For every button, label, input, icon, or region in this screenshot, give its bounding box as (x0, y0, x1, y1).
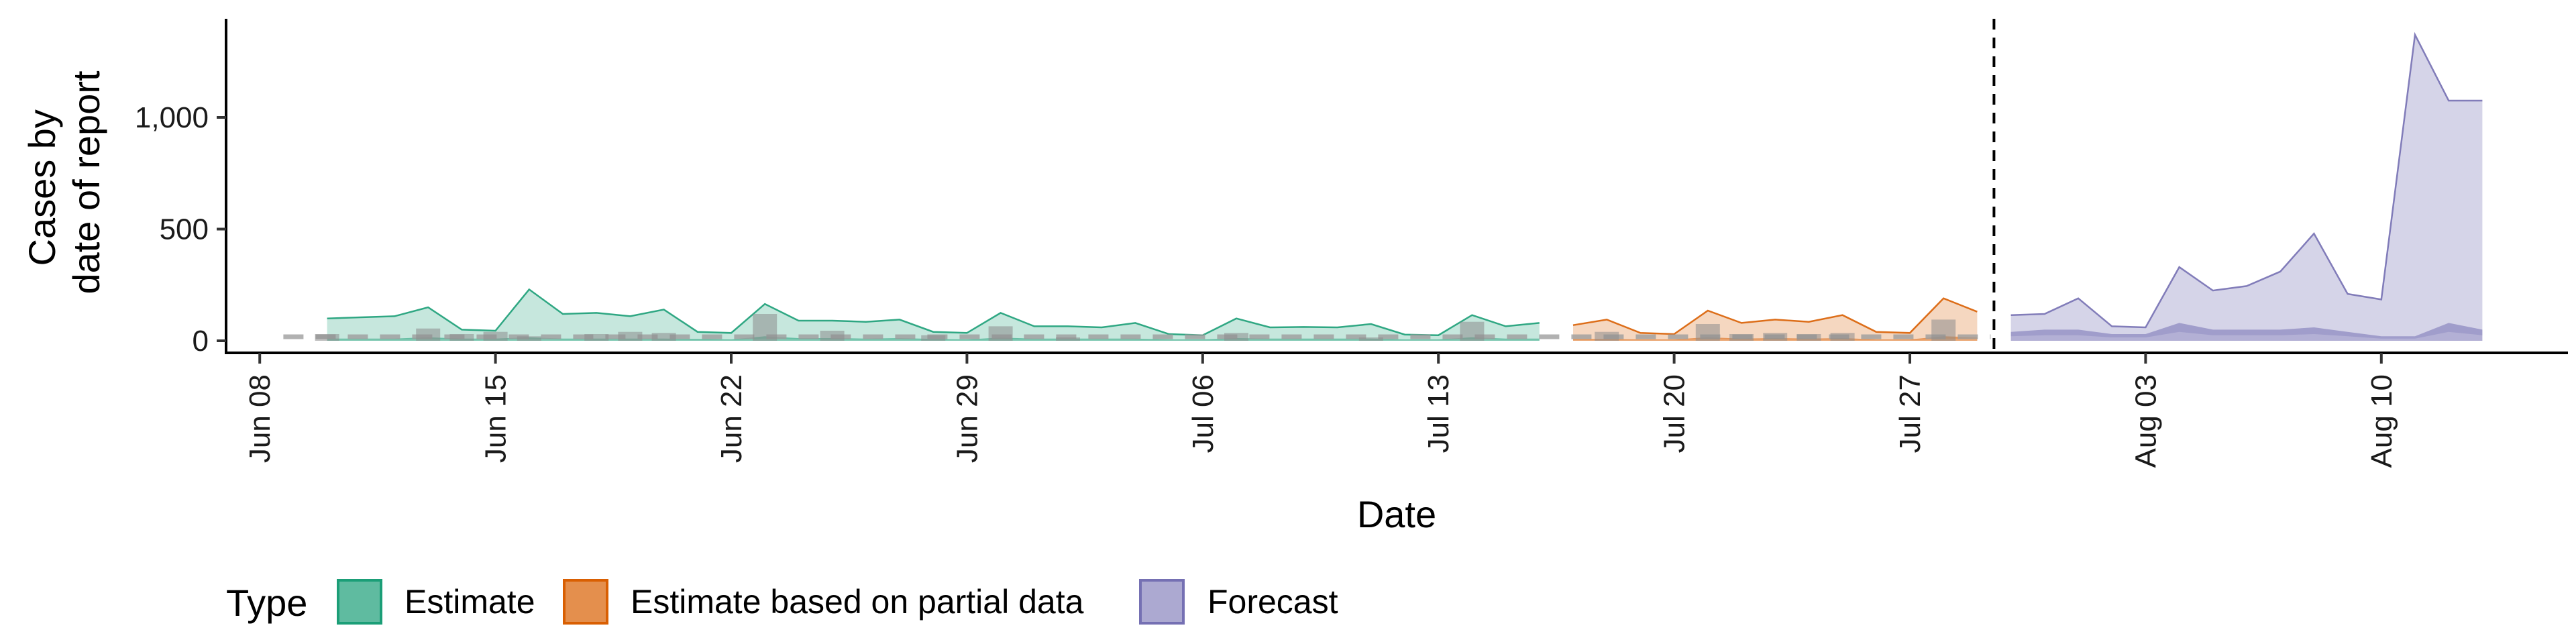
legend-title: Type (226, 582, 307, 624)
y-tick-label: 1,000 (135, 101, 209, 134)
legend-label-partial: Estimate based on partial data (631, 583, 1084, 621)
x-tick-label: Jun 15 (480, 374, 513, 463)
reported-bar (1931, 319, 1956, 341)
reported-bar (584, 334, 609, 341)
y-tick-label: 500 (160, 213, 209, 246)
reported-bar (1695, 324, 1720, 341)
legend: Type Estimate Estimate based on partial … (226, 579, 1338, 625)
reported-bar (1595, 331, 1619, 341)
series-areas (327, 32, 2483, 341)
x-ticks: Jun 08 Jun 15 Jun 22 Jun 29 Jul 06 Jul 13 Jul … (244, 353, 2398, 468)
x-tick-label: Jul 20 (1658, 374, 1691, 453)
x-tick-label: Jul 13 (1422, 374, 1455, 453)
reported-bar (1830, 333, 1855, 341)
reported-bar (753, 314, 777, 341)
y-axis-title-line-2: date of report (65, 70, 107, 294)
reported-case-bars (283, 314, 1991, 341)
legend-swatch-partial (563, 579, 608, 625)
x-tick-label: Jul 27 (1894, 374, 1927, 453)
legend-label-forecast: Forecast (1208, 583, 1338, 621)
reported-bar (1763, 333, 1788, 341)
reported-bar (315, 334, 339, 341)
area-2-upper-line (2010, 32, 2483, 329)
y-ticks: 0 500 1,000 (135, 101, 226, 358)
reported-bar (1358, 337, 1383, 341)
y-tick-label: 0 (193, 325, 209, 358)
reported-bar (517, 336, 541, 341)
x-axis-title: Date (1357, 493, 1436, 535)
x-tick-label: Aug 10 (2365, 374, 2398, 468)
area-0-upper-line (327, 288, 1540, 336)
reported-bar (921, 335, 946, 341)
reported-bar (1796, 334, 1821, 341)
y-axis-title-line-1: Cases by (21, 109, 63, 266)
reported-bar (988, 326, 1013, 341)
reported-bar (483, 331, 508, 341)
x-tick-label: Aug 03 (2129, 374, 2162, 468)
area-2-inner (2010, 323, 2483, 341)
reported-bar (1224, 333, 1248, 341)
reported-bar (1460, 321, 1485, 341)
reported-bar (416, 328, 441, 341)
x-tick-label: Jun 29 (951, 374, 983, 463)
legend-swatch-estimate (337, 579, 382, 625)
axes (225, 19, 2568, 354)
reported-bar (820, 331, 845, 341)
legend-swatch-forecast (1139, 579, 1185, 625)
reported-bar (449, 334, 474, 341)
reported-bar (618, 331, 643, 341)
reported-bar (651, 333, 676, 341)
area-0-outer (327, 289, 1540, 340)
y-axis-title: Cases by date of report (21, 70, 107, 294)
area-2-outer (2010, 34, 2483, 339)
legend-label-estimate: Estimate (405, 583, 535, 621)
x-tick-label: Jun 08 (244, 374, 276, 463)
reported-bar (1056, 337, 1080, 341)
reported-bar (1729, 334, 1754, 341)
area-1-upper-line (1572, 297, 1978, 335)
x-tick-label: Jun 22 (715, 374, 748, 463)
x-tick-label: Jul 06 (1187, 374, 1220, 453)
